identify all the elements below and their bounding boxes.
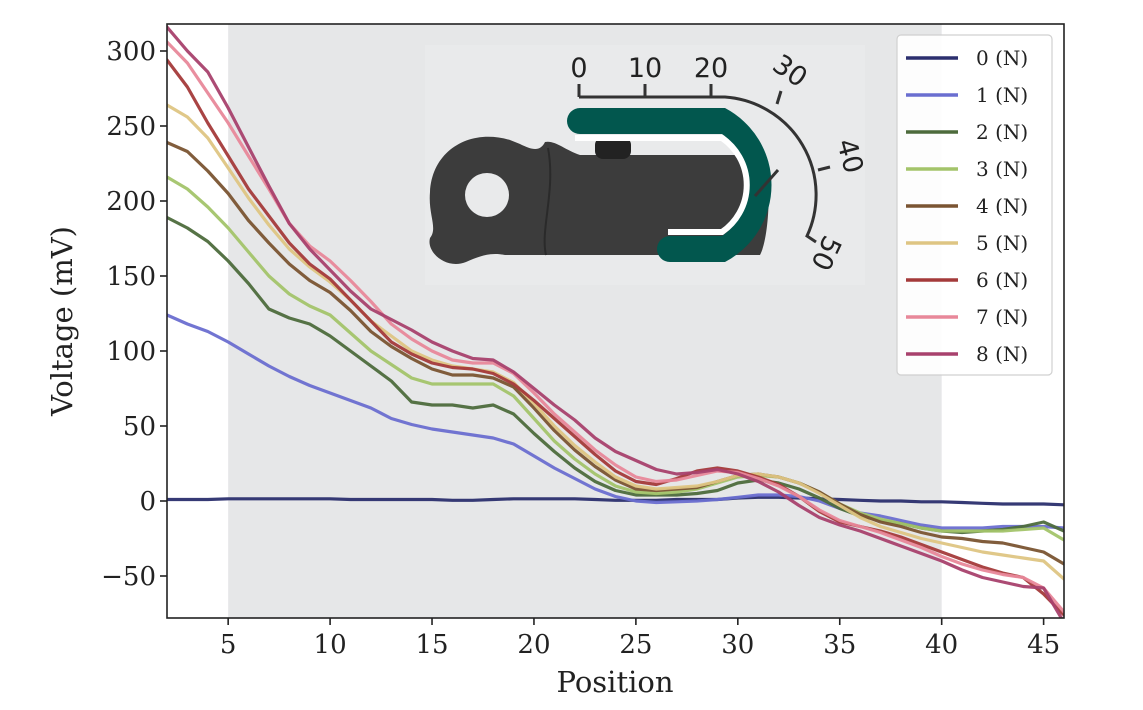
y-tick-label: 50 <box>123 412 156 442</box>
x-tick-label: 30 <box>721 630 754 660</box>
y-tick-label: 100 <box>106 337 156 367</box>
legend-label: 1 (N) <box>976 83 1028 107</box>
x-tick-label: 40 <box>925 630 958 660</box>
y-axis-label: Voltage (mV) <box>45 226 79 417</box>
legend-label: 3 (N) <box>976 157 1028 181</box>
sensor-nub <box>595 137 631 159</box>
y-tick-label: 300 <box>106 37 156 67</box>
x-tick-label: 35 <box>823 630 856 660</box>
y-tick-label: 250 <box>106 112 156 142</box>
scale-needle <box>753 169 780 197</box>
scale-label: 0 <box>570 53 587 84</box>
legend-label: 6 (N) <box>976 268 1028 292</box>
x-axis: 5 10 15 20 25 30 35 40 45 <box>220 618 1060 660</box>
legend-label: 4 (N) <box>976 194 1028 218</box>
y-tick-label: 0 <box>139 487 156 517</box>
legend-label: 0 (N) <box>976 46 1028 70</box>
plot-frame <box>166 23 1065 619</box>
scale-label: 10 <box>628 53 662 84</box>
y-tick-label: −50 <box>101 562 156 592</box>
series-line <box>167 103 1064 581</box>
series-line <box>167 40 1064 614</box>
legend-label: 8 (N) <box>976 342 1028 366</box>
clip-inner-gap <box>575 135 750 235</box>
y-tick-label: 150 <box>106 262 156 292</box>
series-line <box>167 313 1064 530</box>
scale-tick <box>817 165 831 172</box>
scale-line <box>579 95 818 244</box>
x-tick-label: 5 <box>220 630 237 660</box>
legend-box <box>896 34 1053 376</box>
series-line <box>167 140 1064 566</box>
legend: 0 (N) 1 (N) 2 (N) 3 (N) 4 (N) 5 (N) 6 (N) 7 (N)… <box>896 34 1053 376</box>
x-tick-label: 25 <box>619 630 652 660</box>
legend-label: 2 (N) <box>976 120 1028 144</box>
series-line <box>167 25 1064 618</box>
y-tick-label: 200 <box>106 187 156 217</box>
legend-label: 5 (N) <box>976 231 1028 255</box>
scale-label: 20 <box>694 53 728 84</box>
x-tick-label: 15 <box>415 630 448 660</box>
x-tick-label: 10 <box>314 630 347 660</box>
device-seam <box>543 147 552 256</box>
series-line <box>167 58 1064 617</box>
x-axis-label: Position <box>556 665 673 699</box>
legend-label: 7 (N) <box>976 305 1028 329</box>
series-line <box>167 495 1064 507</box>
series-line <box>167 175 1064 542</box>
scale-tick <box>775 90 783 105</box>
x-tick-label: 45 <box>1027 630 1060 660</box>
series-group <box>167 25 1064 618</box>
y-axis: −50 0 50 100 150 200 250 300 <box>101 37 167 592</box>
x-tick-label: 20 <box>517 630 550 660</box>
device-clip <box>567 108 772 262</box>
